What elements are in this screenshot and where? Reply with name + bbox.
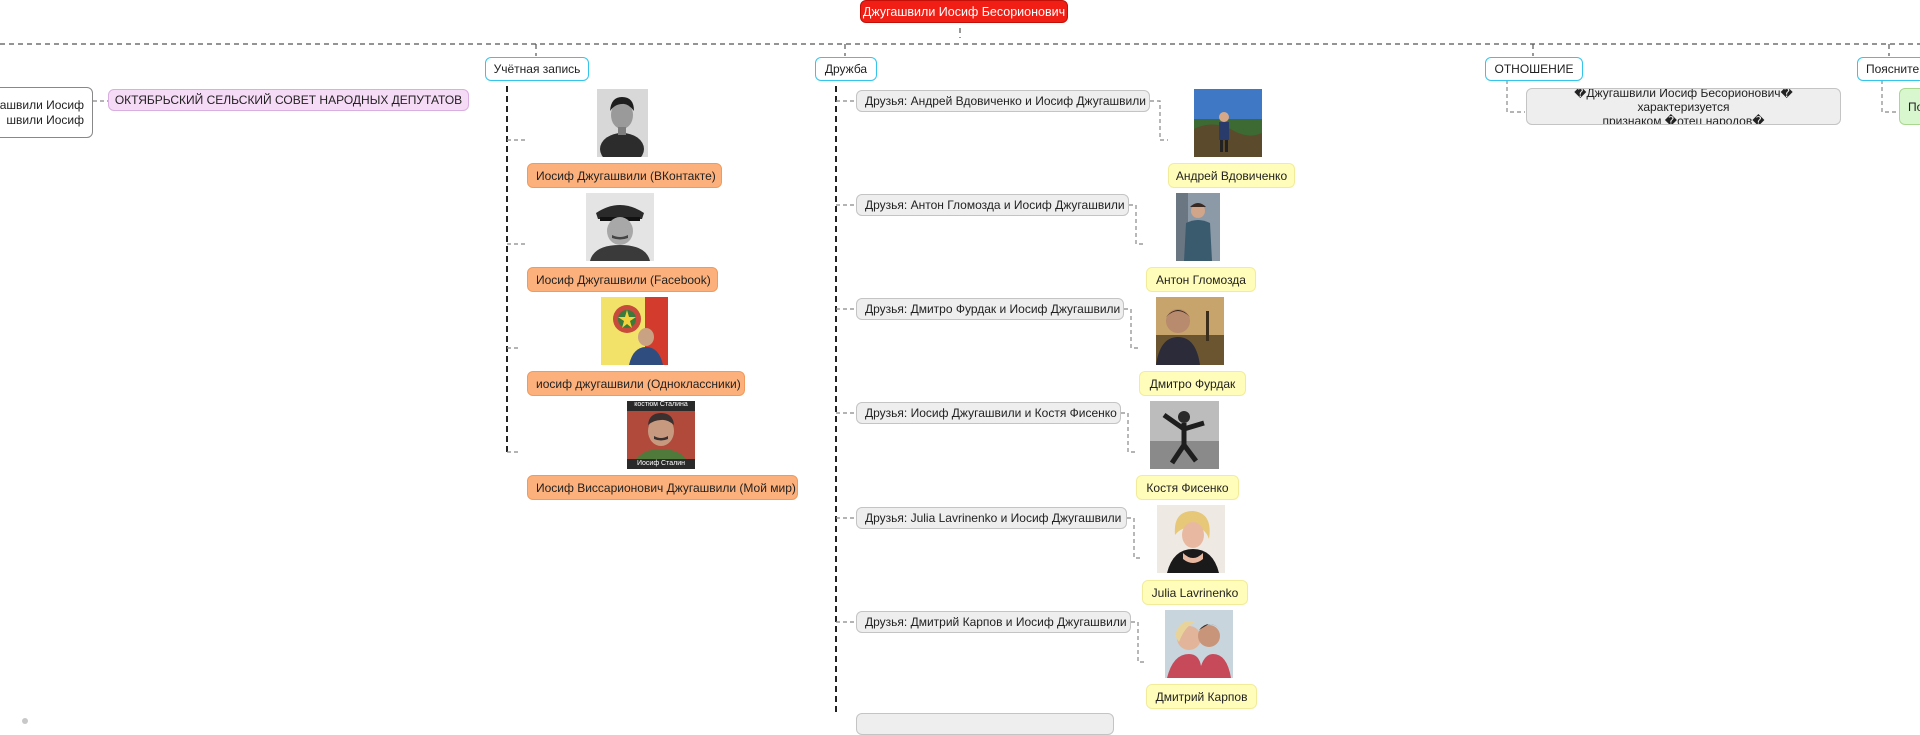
friend-node-4[interactable]: Julia Lavrinenko — [1142, 580, 1248, 605]
friendship-relation-node-0[interactable]: Друзья: Андрей Вдовиченко и Иосиф Джугаш… — [856, 90, 1150, 112]
friendship-relation-node-1[interactable]: Друзья: Антон Гломозда и Иосиф Джугашвил… — [856, 194, 1129, 216]
friendship-relation-node-partial[interactable] — [856, 713, 1114, 735]
category-relation-label: ОТНОШЕНИЕ — [1494, 62, 1574, 76]
council-node[interactable]: ОКТЯБРЬСКИЙ СЕЛЬСКИЙ СОВЕТ НАРОДНЫХ ДЕПУ… — [108, 89, 469, 111]
friend-node-2[interactable]: Дмитро Фурдак — [1139, 371, 1246, 396]
canvas-corner-dot — [22, 718, 28, 724]
friend-label: Дмитро Фурдак — [1149, 376, 1236, 391]
account-node-2[interactable]: иосиф джугашвили (Одноклассники) — [527, 371, 745, 396]
category-friendship-label: Дружба — [824, 62, 868, 76]
category-explanation-label: Поясните — [1866, 62, 1920, 76]
partial-left-node[interactable]: гашвили Иосиф швили Иосиф — [0, 87, 93, 138]
portrait-photo-poster: костюм Сталина Иосиф Сталин — [627, 401, 695, 469]
partial-left-node-label: гашвили Иосиф швили Иосиф — [0, 98, 84, 128]
root-node[interactable]: Джугашвили Иосиф Бесорионович — [860, 0, 1068, 23]
council-label: ОКТЯБРЬСКИЙ СЕЛЬСКИЙ СОВЕТ НАРОДНЫХ ДЕПУ… — [114, 93, 463, 107]
friend-label: Андрей Вдовиченко — [1175, 168, 1288, 183]
friendship-relation-node-3[interactable]: Друзья: Иосиф Джугашвили и Костя Фисенко — [856, 402, 1121, 424]
friend-node-5[interactable]: Дмитрий Карпов — [1146, 684, 1257, 709]
photo-couple — [1165, 610, 1233, 678]
partial-left-node-line1: гашвили Иосиф — [0, 97, 84, 112]
category-friendship[interactable]: Дружба — [815, 57, 877, 81]
friend-node-3[interactable]: Костя Фисенко — [1136, 475, 1239, 500]
friendship-relation-node-5[interactable]: Друзья: Дмитрий Карпов и Иосиф Джугашвил… — [856, 611, 1131, 633]
friend-label: Антон Гломозда — [1156, 272, 1246, 287]
photo-person-street — [1176, 193, 1220, 261]
root-label: Джугашвили Иосиф Бесорионович — [862, 4, 1066, 19]
account-label: Иосиф Джугашвили (Facebook) — [536, 272, 711, 287]
portrait-photo-marshal — [586, 193, 654, 261]
partial-left-node-line2: швили Иосиф — [6, 112, 84, 127]
photo-person-bw — [1150, 401, 1219, 469]
category-relation[interactable]: ОТНОШЕНИЕ — [1485, 57, 1583, 81]
poster-caption-top: костюм Сталина — [634, 401, 688, 408]
friendship-relation-label: Друзья: Дмитро Фурдак и Иосиф Джугашвили — [865, 302, 1121, 316]
relation-detail-text: �Джугашвили Иосиф Бесорионович� характер… — [1531, 88, 1836, 125]
friendship-relation-label: Друзья: Иосиф Джугашвили и Костя Фисенко — [865, 406, 1117, 420]
friend-label: Дмитрий Карпов — [1155, 689, 1248, 704]
friendship-relation-node-2[interactable]: Друзья: Дмитро Фурдак и Иосиф Джугашвили — [856, 298, 1124, 320]
account-label: Иосиф Джугашвили (ВКонтакте) — [536, 168, 716, 183]
portrait-photo-young-man — [597, 89, 648, 157]
account-node-1[interactable]: Иосиф Джугашвили (Facebook) — [527, 267, 718, 292]
relation-detail-line1: �Джугашвили Иосиф Бесорионович� характер… — [1574, 88, 1793, 114]
friendship-relation-label: Друзья: Андрей Вдовиченко и Иосиф Джугаш… — [865, 94, 1146, 108]
account-node-0[interactable]: Иосиф Джугашвили (ВКонтакте) — [527, 163, 722, 188]
friend-label: Костя Фисенко — [1146, 480, 1229, 495]
explanation-note[interactable]: По — [1899, 88, 1920, 125]
friend-label: Julia Lavrinenko — [1151, 585, 1239, 600]
account-label: Иосиф Виссарионович Джугашвили (Мой мир) — [536, 480, 796, 495]
friend-node-1[interactable]: Антон Гломозда — [1146, 267, 1256, 292]
friendship-relation-node-4[interactable]: Друзья: Julia Lavrinenko и Иосиф Джугашв… — [856, 507, 1127, 529]
poster-caption-bottom: Иосиф Сталин — [637, 460, 685, 467]
friendship-relation-label: Друзья: Дмитрий Карпов и Иосиф Джугашвил… — [865, 615, 1127, 629]
portrait-photo-emblem — [601, 297, 668, 365]
relation-detail-line2: признаком �отец народов� — [1602, 113, 1765, 125]
account-node-3[interactable]: Иосиф Виссарионович Джугашвили (Мой мир) — [527, 475, 798, 500]
friendship-relation-label: Друзья: Антон Гломозда и Иосиф Джугашвил… — [865, 198, 1125, 212]
category-explanation[interactable]: Поясните — [1857, 57, 1920, 81]
photo-person-evening — [1156, 297, 1224, 365]
category-account[interactable]: Учётная запись — [485, 57, 589, 81]
friendship-relation-label: Друзья: Julia Lavrinenko и Иосиф Джугашв… — [865, 511, 1122, 525]
explanation-note-label: По — [1908, 99, 1920, 114]
photo-person-outdoors — [1194, 89, 1262, 157]
relation-detail-node[interactable]: �Джугашвили Иосиф Бесорионович� характер… — [1526, 88, 1841, 125]
account-label: иосиф джугашвили (Одноклассники) — [536, 376, 741, 391]
photo-person-portrait — [1157, 505, 1225, 573]
category-account-label: Учётная запись — [493, 62, 581, 76]
friend-node-0[interactable]: Андрей Вдовиченко — [1168, 163, 1295, 188]
